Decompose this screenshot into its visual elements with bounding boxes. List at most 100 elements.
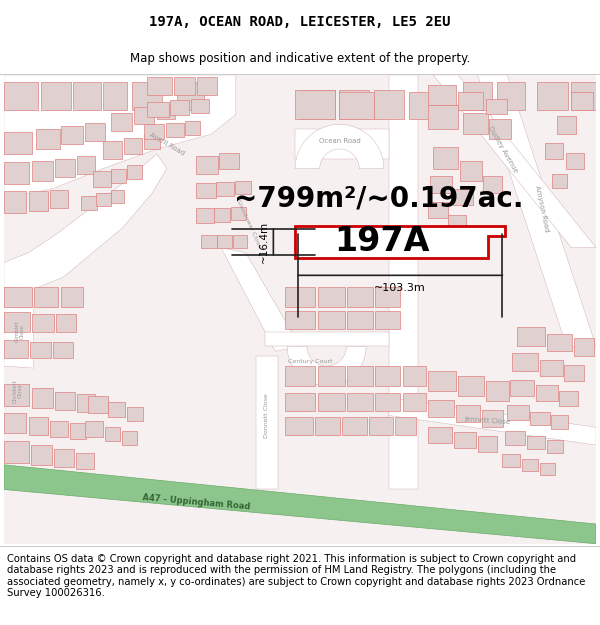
Bar	[4, 341, 28, 358]
Bar	[29, 418, 49, 435]
Bar	[340, 92, 374, 119]
Bar	[347, 392, 373, 411]
Bar	[375, 392, 400, 411]
Bar	[347, 287, 373, 307]
Text: ~103.3m: ~103.3m	[374, 283, 426, 293]
Bar	[375, 287, 400, 307]
Bar	[395, 418, 416, 435]
Text: ~16.4m: ~16.4m	[259, 221, 268, 263]
Polygon shape	[256, 356, 278, 489]
Bar	[93, 171, 110, 186]
Bar	[545, 143, 563, 159]
Text: ~799m²/~0.197ac.: ~799m²/~0.197ac.	[234, 184, 524, 213]
Bar	[197, 77, 217, 95]
Bar	[530, 411, 550, 426]
Text: Averil Road: Averil Road	[148, 132, 185, 156]
Text: Dudley Avenue: Dudley Avenue	[487, 124, 518, 173]
Bar	[55, 159, 75, 177]
Bar	[110, 169, 127, 182]
Bar	[4, 132, 32, 154]
Polygon shape	[295, 226, 505, 258]
Bar	[482, 176, 502, 193]
Bar	[300, 90, 335, 119]
Bar	[50, 191, 68, 208]
Bar	[428, 202, 448, 218]
Polygon shape	[265, 332, 389, 346]
Bar	[318, 392, 346, 411]
Bar	[144, 124, 164, 139]
Bar	[216, 182, 234, 196]
Bar	[176, 82, 204, 109]
Bar	[343, 418, 367, 435]
Bar	[485, 99, 507, 114]
Bar	[110, 191, 124, 203]
Polygon shape	[389, 398, 596, 445]
Bar	[571, 92, 593, 109]
Text: Christett
Close: Christett Close	[13, 379, 23, 402]
Bar	[428, 371, 456, 391]
Bar	[29, 342, 52, 358]
Bar	[453, 189, 473, 205]
Bar	[127, 165, 142, 179]
Bar	[285, 287, 315, 307]
Bar	[32, 388, 53, 408]
Bar	[41, 82, 71, 109]
Bar	[454, 432, 476, 448]
Bar	[565, 365, 584, 381]
Bar	[235, 181, 251, 194]
Bar	[512, 353, 538, 371]
Bar	[490, 119, 511, 139]
Bar	[53, 342, 73, 358]
Bar	[147, 102, 169, 118]
Bar	[185, 121, 200, 135]
Bar	[374, 90, 404, 119]
Polygon shape	[287, 346, 366, 386]
Bar	[4, 414, 26, 433]
Bar	[4, 82, 38, 109]
Bar	[540, 360, 563, 376]
Polygon shape	[295, 129, 389, 159]
Bar	[55, 392, 75, 409]
Bar	[463, 112, 488, 134]
Bar	[107, 402, 125, 418]
Bar	[96, 193, 110, 206]
Bar	[173, 77, 196, 95]
Bar	[196, 156, 218, 174]
Bar	[427, 228, 444, 242]
Bar	[318, 366, 346, 386]
Bar	[85, 421, 103, 437]
Bar	[85, 123, 104, 141]
Bar	[77, 156, 95, 174]
Bar	[196, 208, 214, 223]
Bar	[191, 99, 209, 114]
Bar	[527, 436, 545, 449]
Bar	[110, 114, 132, 131]
Bar	[214, 208, 230, 222]
Bar	[50, 421, 68, 437]
Text: Map shows position and indicative extent of the property.: Map shows position and indicative extent…	[130, 52, 470, 65]
Polygon shape	[433, 75, 596, 248]
Text: Amyson Road: Amyson Road	[534, 184, 550, 232]
Bar	[536, 385, 557, 401]
Text: 197A: 197A	[334, 225, 430, 258]
Bar	[448, 215, 466, 230]
Bar	[375, 311, 400, 329]
Polygon shape	[4, 154, 167, 289]
Bar	[196, 182, 216, 198]
Bar	[463, 82, 493, 109]
Bar	[318, 287, 346, 307]
Bar	[522, 459, 538, 471]
Bar	[456, 404, 479, 422]
Bar	[510, 380, 534, 396]
Bar	[104, 428, 121, 441]
Bar	[497, 82, 525, 109]
Bar	[76, 453, 94, 469]
Bar	[73, 82, 101, 109]
Bar	[32, 161, 53, 181]
Bar	[403, 366, 427, 386]
Bar	[537, 82, 568, 109]
Bar	[56, 314, 76, 332]
Bar	[502, 454, 520, 467]
Bar	[571, 82, 596, 109]
Bar	[219, 153, 239, 169]
